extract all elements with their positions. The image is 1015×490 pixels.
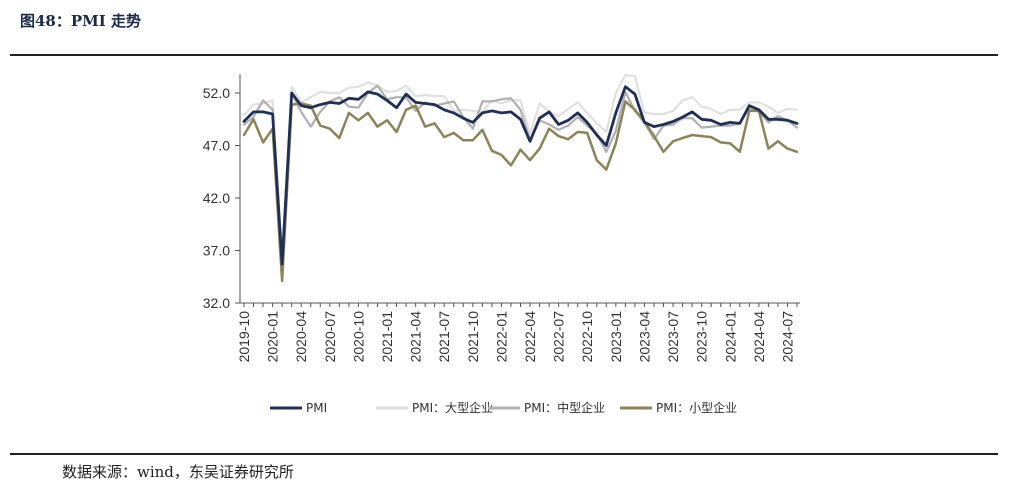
x-tick-label: 2019-10 — [236, 311, 252, 363]
top-divider — [10, 54, 998, 56]
x-tick-label: 2023-07 — [665, 311, 681, 363]
x-tick-label: 2022-01 — [493, 311, 509, 363]
x-tick-label: 2023-10 — [694, 311, 710, 363]
legend-label-1: PMI：大型企业 — [412, 400, 493, 415]
x-tick-label: 2024-01 — [722, 311, 738, 363]
x-tick-label: 2020-07 — [322, 311, 338, 363]
axes: 32.0 37.0 42.0 47.0 52.0 2019-10 2020-01 2020-0… — [203, 74, 800, 362]
bottom-divider — [10, 453, 998, 455]
legend-label-0: PMI — [306, 401, 327, 415]
y-tick-label: 47.0 — [203, 138, 230, 154]
x-tick-label: 2022-04 — [522, 311, 538, 363]
x-tick-label: 2022-10 — [579, 311, 595, 363]
x-tick-label: 2021-04 — [408, 311, 424, 363]
y-tick-label: 52.0 — [203, 85, 230, 101]
y-tick-label: 32.0 — [203, 295, 230, 311]
legend-label-3: PMI：小型企业 — [656, 400, 737, 415]
pmi-line-chart: 32.0 37.0 42.0 47.0 52.0 2019-10 2020-01 2020-0… — [203, 73, 800, 415]
x-tick-label: 2021-01 — [379, 311, 395, 363]
figure-title: 图48：PMI 走势 — [20, 12, 141, 30]
x-tick-label: 2024-07 — [779, 311, 795, 363]
x-tick-label: 2022-07 — [551, 311, 567, 363]
series-line-1 — [242, 73, 799, 257]
series-line-2 — [242, 84, 799, 268]
x-tick-label: 2023-01 — [608, 311, 624, 363]
source-note: 数据来源：wind，东吴证券研究所 — [62, 463, 294, 481]
y-tick-label: 42.0 — [203, 190, 230, 206]
x-tick-label: 2021-10 — [465, 311, 481, 363]
legend: PMI PMI：大型企业 PMI：中型企业 PMI：小型企业 — [270, 400, 737, 415]
x-tick-label: 2023-04 — [636, 311, 652, 363]
y-tick-label: 37.0 — [203, 243, 230, 259]
legend-label-2: PMI：中型企业 — [524, 400, 605, 415]
x-tick-label: 2020-01 — [265, 311, 281, 363]
x-tick-label: 2021-07 — [436, 311, 452, 363]
x-tick-label: 2024-04 — [751, 311, 767, 363]
series-line-0 — [242, 85, 799, 266]
series-line-3 — [242, 100, 799, 283]
x-tick-label: 2020-10 — [350, 311, 366, 363]
x-tick-label: 2020-04 — [293, 311, 309, 363]
series-layer — [242, 73, 799, 283]
